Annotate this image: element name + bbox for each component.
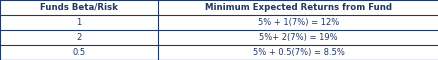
Text: Minimum Expected Returns from Fund: Minimum Expected Returns from Fund: [205, 3, 391, 12]
Bar: [0, 45, 158, 60]
Text: Funds Beta/Risk: Funds Beta/Risk: [40, 3, 118, 12]
Bar: [158, 30, 438, 45]
Bar: [158, 0, 438, 15]
Bar: [0, 0, 158, 15]
Bar: [0, 15, 158, 30]
Text: 5%+ 2(7%) = 19%: 5%+ 2(7%) = 19%: [258, 33, 337, 42]
Text: 5% + 0.5(7%) = 8.5%: 5% + 0.5(7%) = 8.5%: [252, 48, 344, 57]
Text: 5% + 1(7%) = 12%: 5% + 1(7%) = 12%: [257, 18, 339, 27]
Bar: [158, 15, 438, 30]
Text: 1: 1: [76, 18, 81, 27]
Bar: [0, 30, 158, 45]
Bar: [158, 45, 438, 60]
Text: 2: 2: [76, 33, 81, 42]
Text: 0.5: 0.5: [72, 48, 85, 57]
